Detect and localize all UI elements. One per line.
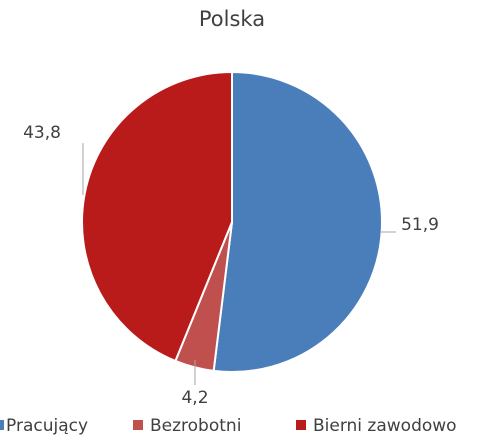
data-label: 51,9	[401, 215, 439, 235]
data-label: 43,8	[23, 123, 61, 143]
legend-marker	[296, 420, 306, 430]
legend-label: Pracujący	[6, 416, 88, 436]
legend-label: Bierni zawodowo	[313, 416, 457, 436]
legend-label: Bezrobotni	[150, 416, 241, 436]
data-label: 4,2	[181, 388, 208, 408]
legend-marker	[0, 420, 4, 430]
pie-slice	[81, 70, 233, 363]
pie-slice	[212, 70, 383, 373]
chart-title: Polska	[199, 7, 265, 31]
legend-marker	[133, 420, 143, 430]
